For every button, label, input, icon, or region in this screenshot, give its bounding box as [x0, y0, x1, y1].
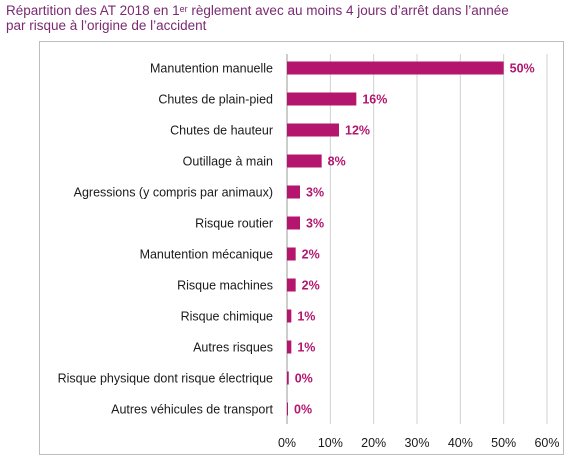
bar: [287, 61, 504, 75]
category-label: Risque chimique: [181, 310, 273, 324]
value-label: 8%: [328, 155, 346, 169]
category-label: Risque machines: [177, 279, 273, 293]
value-label: 1%: [297, 341, 315, 355]
category-label: Chutes de hauteur: [170, 124, 273, 138]
category-label: Risque routier: [195, 217, 273, 231]
value-label: 1%: [297, 310, 315, 324]
title-line1-sup: er: [179, 4, 188, 14]
title-line1-prefix: Répartition des AT 2018 en 1: [6, 3, 180, 18]
bar: [287, 247, 296, 261]
x-tick-label: 0%: [278, 436, 296, 450]
title-line1-suffix: règlement avec au moins 4 jours d’arrêt …: [187, 3, 509, 18]
value-label: 3%: [306, 186, 324, 200]
value-label: 2%: [302, 248, 320, 262]
bar: [287, 154, 322, 168]
category-label: Autres véhicules de transport: [111, 403, 273, 417]
category-label: Manutention manuelle: [150, 62, 273, 76]
value-label: 3%: [306, 217, 324, 231]
bar: [287, 340, 292, 354]
value-label: 50%: [510, 62, 535, 76]
value-label: 2%: [302, 279, 320, 293]
category-label: Manutention mécanique: [140, 248, 273, 262]
x-tick-label: 30%: [404, 436, 429, 450]
category-label: Agressions (y compris par animaux): [74, 186, 273, 200]
bar: [287, 216, 300, 230]
chart-title: Répartition des AT 2018 en 1er règlement…: [6, 3, 566, 33]
value-label: 12%: [345, 124, 370, 138]
chart-frame: [39, 41, 564, 455]
category-label: Autres risques: [193, 341, 273, 355]
title-line2: par risque à l’origine de l’accident: [6, 18, 207, 33]
bar: [287, 402, 288, 416]
value-label: 16%: [362, 93, 387, 107]
category-label: Chutes de plain-pied: [158, 93, 273, 107]
bar: [287, 123, 339, 137]
x-tick-label: 10%: [318, 436, 343, 450]
category-label: Risque physique dont risque électrique: [58, 372, 273, 386]
value-label: 0%: [295, 372, 313, 386]
bar: [287, 92, 357, 106]
value-label: 0%: [294, 403, 312, 417]
x-tick-label: 40%: [448, 436, 473, 450]
category-label: Outillage à main: [183, 155, 273, 169]
bar: [287, 371, 289, 385]
x-tick-label: 60%: [534, 436, 559, 450]
x-tick-label: 50%: [491, 436, 516, 450]
bar: [287, 185, 300, 199]
x-tick-label: 20%: [361, 436, 386, 450]
bar: [287, 309, 292, 323]
bar: [287, 278, 296, 292]
